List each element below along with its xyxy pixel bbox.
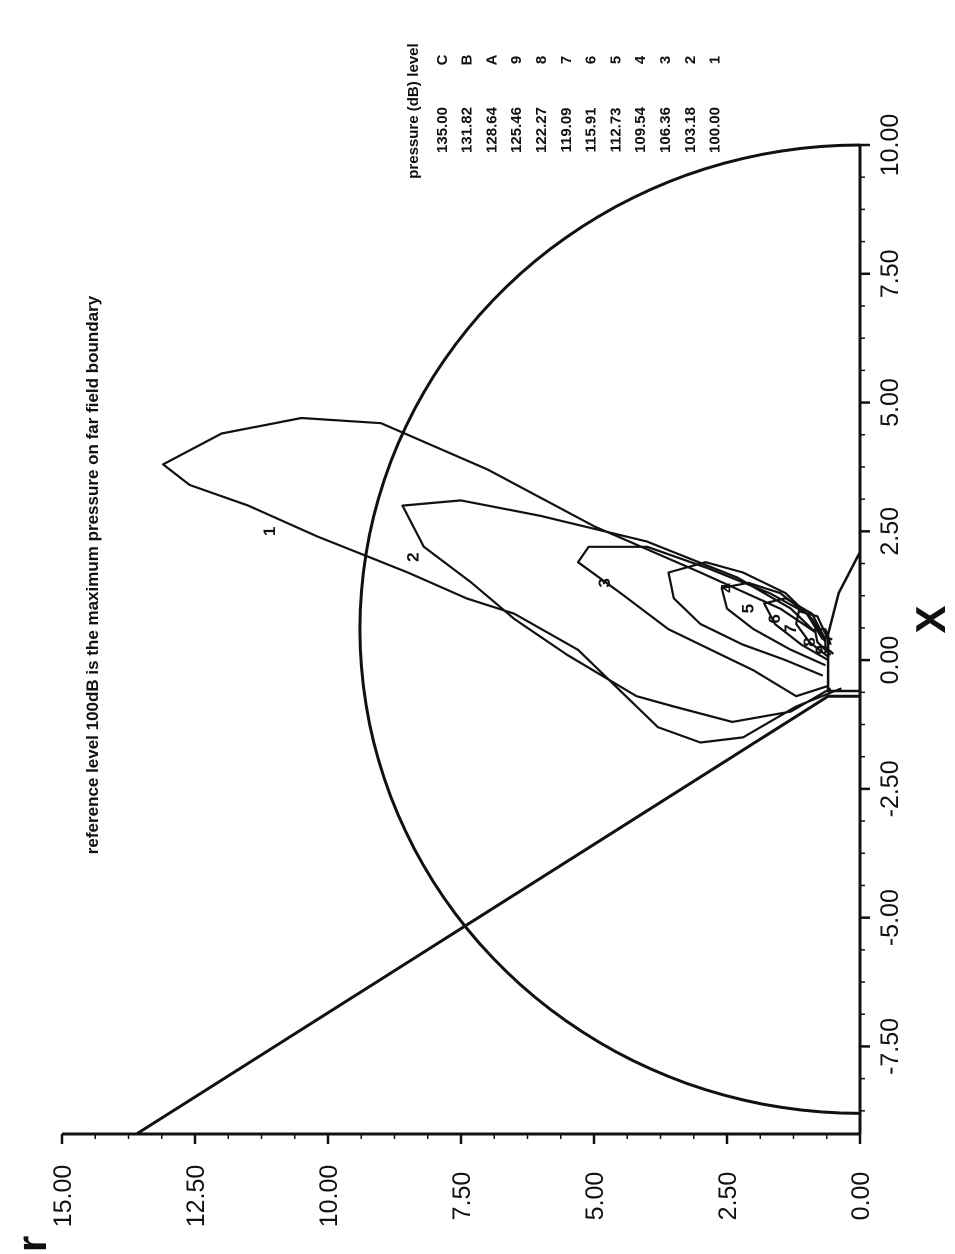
legend-level-5: 5 [607,56,624,64]
contour-label-5: 5 [739,604,758,613]
r-tick-label: 0.00 [847,1172,875,1221]
legend-value-1: 100.00 [707,107,724,153]
legend-level-9: 9 [508,56,525,64]
legend-level-C: C [434,54,451,65]
contour-line-5 [720,581,826,667]
contour-label-1: 1 [260,527,279,536]
far-field-arc [358,143,861,1115]
domain-geometry [135,143,862,1136]
legend-header-level: level [405,43,422,76]
x-tick-label: 0.00 [876,636,904,685]
legend-value-4: 109.54 [632,106,649,153]
legend-level-6: 6 [583,56,600,64]
chart-text: reference level 100dB is the maximum pre… [83,295,102,854]
contour-label-6: 6 [765,614,784,623]
legend-level-A: A [483,54,500,65]
contour-label-4: 4 [717,583,736,593]
legend-level-1: 1 [707,56,724,64]
legend-value-7: 119.09 [558,107,575,152]
contour-label-3: 3 [595,578,614,587]
x-tick-label: 7.50 [876,249,904,298]
contour-line-1 [162,416,842,744]
contour-line-2 [401,499,832,724]
r-tick-label: 15.00 [49,1165,77,1228]
legend-value-C: 135.00 [434,107,451,153]
r-tick-label: 12.50 [182,1165,210,1228]
legend-header-pressure: pressure (dB) [405,81,422,179]
legend-level-2: 2 [682,56,699,64]
x-tick-label: -2.50 [876,760,904,817]
legend: level pressure (dB) C 135.00 B 131.82 A 128.64 9… [405,43,724,178]
contour-label-7: 7 [781,624,800,633]
contour-line-7 [795,610,830,659]
contour-line-6 [763,597,829,662]
x-tick-label: 10.00 [876,114,904,177]
legend-level-4: 4 [632,55,649,64]
legend-value-6: 115.91 [583,107,600,152]
r-tick-label: 2.50 [714,1172,742,1221]
contour-line-8 [813,628,832,656]
contour-label-8: 8 [800,637,819,646]
x-tick-label: -5.00 [876,889,904,946]
contour-line-4 [667,561,827,677]
axes: -7.50 -5.00 -2.50 0.00 2.50 5.00 7.50 10.00 0.00… [8,114,954,1252]
legend-value-5: 112.73 [607,107,624,152]
x-axis-title: X [907,605,954,633]
legend-value-2: 103.18 [682,107,699,153]
r-tick-label: 7.50 [448,1172,476,1221]
contour-label-2: 2 [403,552,422,561]
x-tick-label: -7.50 [876,1018,904,1075]
r-tick-label: 10.00 [315,1165,343,1228]
nacelle-outline [826,551,862,693]
legend-value-8: 122.27 [533,107,550,153]
contour-line-9 [824,635,835,655]
legend-level-7: 7 [558,56,575,64]
legend-level-B: B [459,54,476,65]
contour-lines [162,416,842,744]
r-tick-label: 5.00 [581,1172,609,1221]
legend-value-9: 125.46 [508,107,525,153]
legend-level-3: 3 [657,56,674,64]
legend-value-B: 131.82 [459,107,476,153]
x-tick-label: 2.50 [876,507,904,556]
domain-boundary [135,145,862,1136]
contour-label-9: 9 [812,645,831,654]
reference-note: reference level 100dB is the maximum pre… [83,295,102,854]
contour-line-3 [576,545,829,698]
legend-value-A: 128.64 [483,106,500,153]
x-tick-label: 5.00 [876,378,904,427]
legend-value-3: 106.36 [657,107,674,153]
legend-level-8: 8 [533,56,550,64]
r-axis-title: r [8,1236,55,1252]
